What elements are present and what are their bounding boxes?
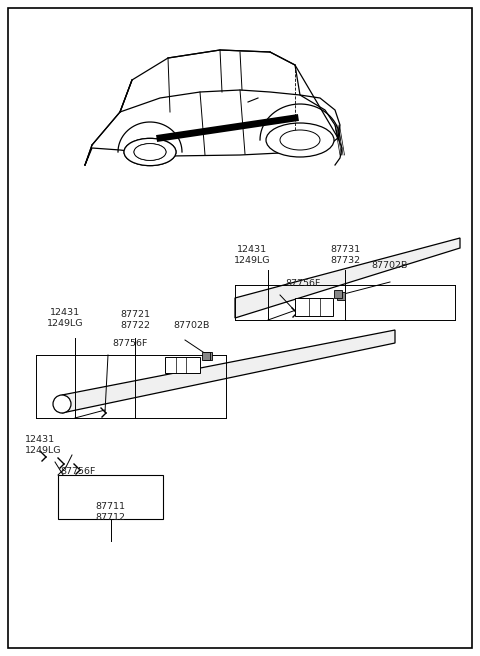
Bar [334, 290, 342, 298]
Text: 87731
87732: 87731 87732 [330, 245, 360, 265]
Bar [202, 352, 210, 360]
Polygon shape [62, 330, 395, 413]
Ellipse shape [124, 138, 176, 166]
Bar [204, 352, 212, 360]
Bar [295, 298, 333, 316]
Bar [165, 357, 200, 373]
Bar [337, 292, 345, 300]
Text: 87756F: 87756F [60, 467, 96, 476]
Ellipse shape [280, 130, 320, 150]
Text: 87756F: 87756F [112, 339, 147, 348]
Ellipse shape [53, 395, 71, 413]
Ellipse shape [124, 138, 176, 166]
Text: 87721
87722: 87721 87722 [120, 310, 150, 330]
Ellipse shape [134, 144, 166, 161]
Text: 12431
1249LG: 12431 1249LG [47, 308, 83, 328]
Text: 87702B: 87702B [372, 261, 408, 270]
Bar [58, 475, 163, 519]
Text: 87711
87712: 87711 87712 [95, 502, 125, 522]
Text: 87702B: 87702B [174, 321, 210, 330]
Text: 12431
1249LG: 12431 1249LG [234, 245, 270, 265]
Ellipse shape [134, 144, 166, 161]
Text: 87756F: 87756F [285, 279, 320, 288]
Polygon shape [235, 238, 460, 318]
Text: 12431
1249LG: 12431 1249LG [25, 435, 61, 455]
Ellipse shape [266, 123, 334, 157]
